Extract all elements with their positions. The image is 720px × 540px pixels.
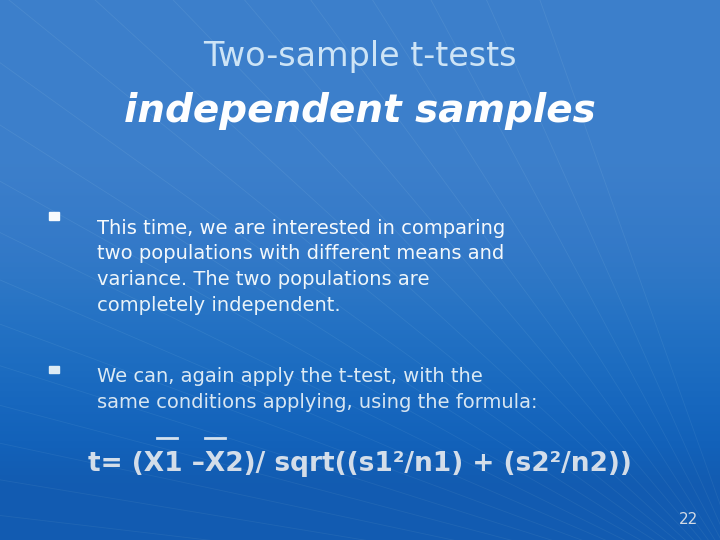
Text: We can, again apply the t-test, with the
same conditions applying, using the for: We can, again apply the t-test, with the… xyxy=(97,367,538,412)
Text: independent samples: independent samples xyxy=(124,92,596,130)
Text: This time, we are interested in comparing
two populations with different means a: This time, we are interested in comparin… xyxy=(97,219,505,315)
Text: 22: 22 xyxy=(679,511,698,526)
Bar xyxy=(49,212,58,219)
Text: t= (X1 –X2)/ sqrt((s1²/n1) + (s2²/n2)): t= (X1 –X2)/ sqrt((s1²/n1) + (s2²/n2)) xyxy=(88,451,632,477)
Text: Two-sample t-tests: Two-sample t-tests xyxy=(203,40,517,73)
Bar xyxy=(49,366,58,374)
